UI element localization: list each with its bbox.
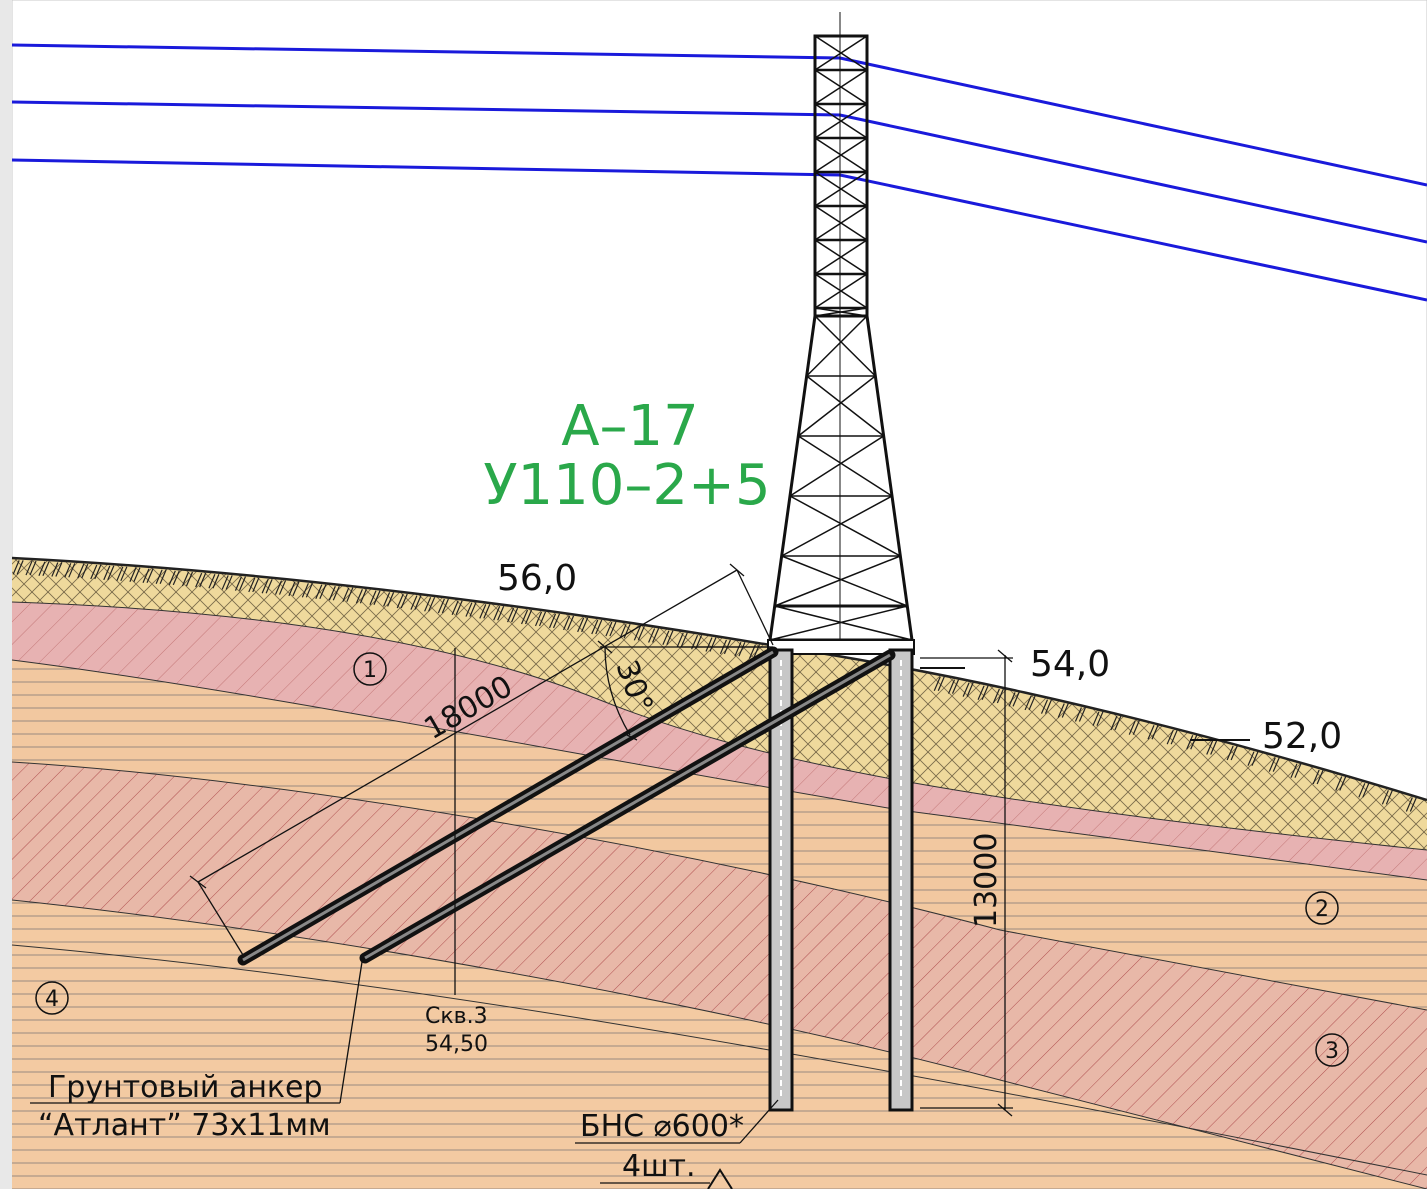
bored-piles (768, 648, 914, 1112)
soil-profile (11, 556, 1427, 1189)
section-marker (707, 1168, 733, 1189)
dimension-lines (30, 563, 1250, 1184)
layer-marker-1 (353, 652, 387, 686)
ground-surface-hatching (12, 560, 1417, 812)
elevation-right-top: 54,0 (1030, 644, 1110, 685)
left-margin (0, 0, 12, 1189)
elevation-left: 56,0 (497, 558, 577, 599)
layer-number-2: 2 (1315, 897, 1329, 922)
transmission-tower (767, 12, 915, 655)
layer-marker-3 (1315, 1033, 1349, 1067)
borehole-name: Скв.3 (425, 1004, 488, 1029)
tower-type: У110–2+5 (483, 453, 770, 518)
pile-note-line2: 4шт. (622, 1149, 696, 1184)
anchor-note-line2: “Атлант” 73х11мм (38, 1108, 331, 1143)
soil-layer-markers (35, 652, 1349, 1067)
layer-marker-2 (1305, 891, 1339, 925)
layer-marker-4 (35, 981, 69, 1015)
layer-number-1: 1 (363, 658, 377, 683)
pile-note-line1: БНС ⌀600* (580, 1109, 744, 1144)
anchor-note-line1: Грунтовый анкер (48, 1070, 323, 1105)
pile-length-dimension: 13000 (969, 833, 1004, 928)
layer-number-4: 4 (45, 987, 59, 1012)
ground-anchors (237, 646, 896, 966)
layer-number-3: 3 (1325, 1039, 1339, 1064)
tower-name: А–17 (561, 394, 699, 459)
borehole-elevation: 54,50 (425, 1032, 488, 1057)
elevation-right-bottom: 52,0 (1262, 716, 1342, 757)
